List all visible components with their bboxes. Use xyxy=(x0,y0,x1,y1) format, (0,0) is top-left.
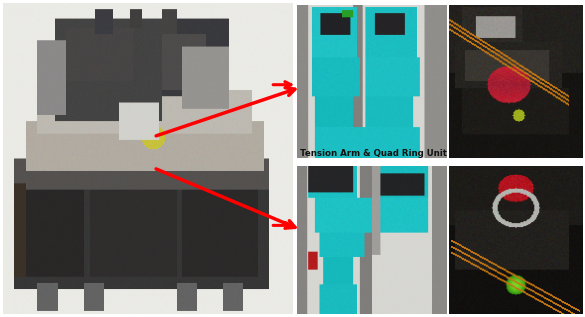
Text: Vision Unit: Vision Unit xyxy=(350,0,408,2)
Text: Tension Arm & Quad Ring Unit: Tension Arm & Quad Ring Unit xyxy=(300,149,447,158)
